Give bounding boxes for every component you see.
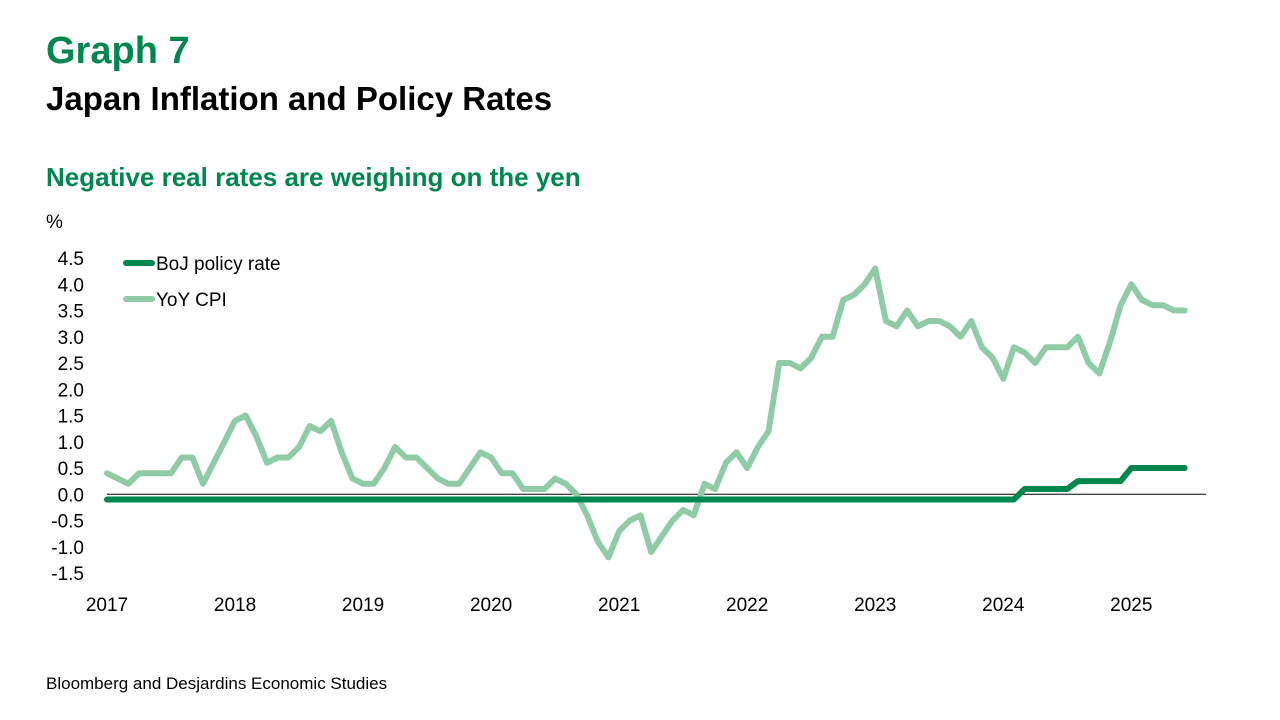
y-tick-label: -1.0: [51, 538, 84, 559]
y-tick-label: -0.5: [51, 512, 84, 533]
legend: BoJ policy rate YoY CPI: [123, 254, 281, 311]
y-axis-ticks: -1.5 -1.0 -0.5 0.0 0.5 1.0 1.5 2.0 2.5 3.0 3.5 4.0 4…: [51, 249, 84, 585]
y-tick-label: 1.0: [58, 433, 84, 454]
y-tick-label: 0.5: [58, 459, 84, 480]
series-line-yoy-cpi: [104, 265, 1188, 561]
source-note: Bloomberg and Desjardins Economic Studie…: [46, 674, 388, 693]
series-line-boj-policy-rate: [104, 465, 1188, 503]
x-tick-label: 2023: [854, 595, 896, 616]
chart-title: Japan Inflation and Policy Rates: [46, 80, 553, 117]
graph-number: Graph 7: [46, 30, 190, 72]
y-tick-label: 4.5: [58, 249, 84, 270]
y-tick-label: 3.0: [58, 328, 84, 349]
y-tick-label: -1.5: [51, 564, 84, 585]
x-tick-label: 2024: [982, 595, 1025, 616]
y-tick-label: 2.5: [58, 354, 84, 375]
x-tick-label: 2018: [214, 595, 256, 616]
x-axis-ticks: 2017 2018 2019 2020 2021 2022 2023 2024 2025: [86, 595, 1153, 616]
chart-subtitle: Negative real rates are weighing on the …: [46, 162, 581, 192]
y-tick-label: 0.0: [58, 485, 84, 506]
x-tick-label: 2022: [726, 595, 768, 616]
y-axis-unit: %: [46, 212, 63, 233]
legend-label: BoJ policy rate: [156, 254, 281, 275]
x-tick-label: 2021: [598, 595, 640, 616]
x-tick-label: 2025: [1110, 595, 1152, 616]
plot-area: [104, 265, 1188, 561]
y-tick-label: 3.5: [58, 302, 84, 323]
x-tick-label: 2017: [86, 595, 128, 616]
x-tick-label: 2019: [342, 595, 384, 616]
legend-label: YoY CPI: [156, 290, 227, 311]
x-tick-label: 2020: [470, 595, 512, 616]
y-tick-label: 1.5: [58, 407, 84, 428]
y-tick-label: 2.0: [58, 380, 84, 401]
y-tick-label: 4.0: [58, 275, 84, 296]
